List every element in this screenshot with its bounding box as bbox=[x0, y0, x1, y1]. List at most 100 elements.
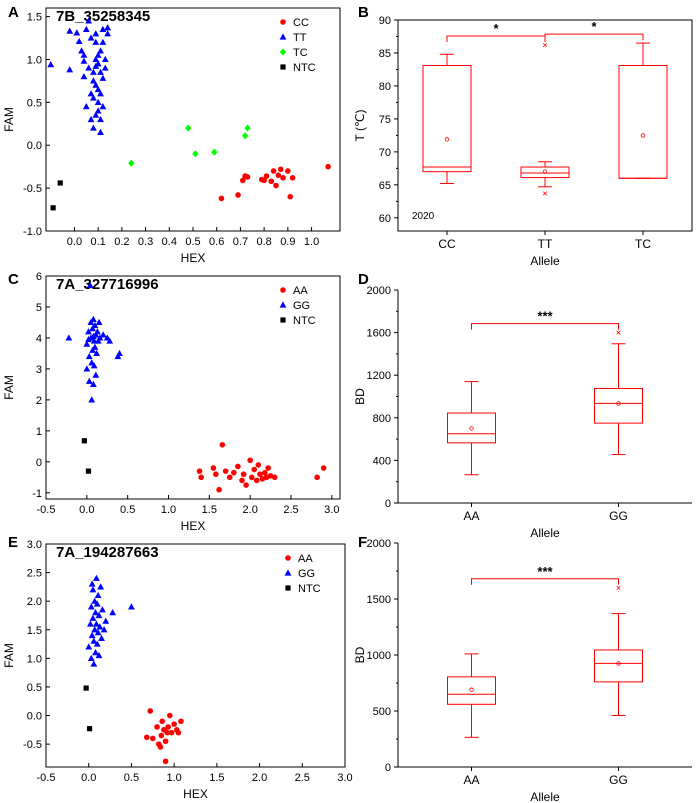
y-tick-label: 85 bbox=[379, 48, 391, 60]
significance-label: * bbox=[493, 21, 499, 36]
y-axis-label: T (℃) bbox=[353, 110, 367, 142]
data-point bbox=[154, 724, 160, 730]
data-point bbox=[86, 281, 94, 288]
y-tick-label: 3.0 bbox=[27, 539, 42, 551]
legend-marker bbox=[279, 48, 287, 56]
data-point bbox=[270, 168, 277, 174]
data-point bbox=[265, 465, 271, 471]
data-point bbox=[99, 331, 107, 338]
data-point bbox=[90, 362, 98, 369]
legend-label: GG bbox=[293, 300, 310, 312]
mean-marker bbox=[616, 401, 621, 406]
data-point bbox=[87, 115, 95, 123]
y-tick-label: 800 bbox=[373, 413, 391, 425]
data-point bbox=[171, 721, 177, 727]
box bbox=[594, 388, 643, 424]
data-point bbox=[99, 74, 107, 81]
y-tick-label: 5 bbox=[36, 302, 42, 314]
significance-bracket bbox=[471, 323, 619, 330]
x-tick-label: 0.0 bbox=[79, 504, 94, 516]
data-point bbox=[263, 173, 270, 179]
data-point bbox=[87, 603, 95, 610]
y-tick-label: 75 bbox=[379, 114, 391, 126]
data-point bbox=[97, 115, 104, 123]
data-point bbox=[239, 477, 245, 484]
data-point bbox=[94, 629, 102, 636]
y-axis-label: BD bbox=[353, 388, 367, 405]
data-point bbox=[95, 611, 103, 619]
data-point bbox=[128, 159, 135, 167]
y-tick-label: 80 bbox=[379, 81, 391, 93]
significance-label: *** bbox=[537, 564, 553, 579]
data-point bbox=[92, 649, 99, 656]
data-point bbox=[277, 166, 284, 173]
outlier-marker bbox=[616, 585, 621, 590]
x-tick-label: 0.2 bbox=[114, 236, 129, 248]
data-point bbox=[85, 328, 92, 335]
chart-title: 7A_194287663 bbox=[56, 544, 159, 561]
data-point bbox=[262, 469, 268, 476]
data-point bbox=[92, 371, 100, 378]
x-axis-label: HEX bbox=[183, 787, 208, 801]
data-point bbox=[94, 51, 102, 58]
x-tick-label: 0.5 bbox=[120, 504, 135, 516]
data-point bbox=[167, 712, 173, 719]
data-point bbox=[149, 735, 156, 742]
y-tick-label: 1.0 bbox=[27, 54, 42, 66]
legend-label: CC bbox=[293, 17, 309, 29]
legend-label: GG bbox=[298, 568, 315, 580]
data-point bbox=[80, 57, 88, 64]
data-point bbox=[89, 315, 97, 322]
x-tick-label: 1.5 bbox=[202, 504, 217, 516]
x-tick-label: 0.0 bbox=[67, 236, 82, 248]
data-point bbox=[314, 474, 320, 481]
data-point bbox=[268, 178, 275, 185]
data-point bbox=[162, 738, 169, 745]
legend-marker bbox=[279, 301, 287, 308]
data-point bbox=[73, 29, 81, 36]
data-point bbox=[211, 148, 218, 156]
data-point bbox=[94, 85, 102, 93]
data-point bbox=[95, 651, 103, 659]
legend-marker bbox=[285, 585, 291, 591]
x-tick-label: AA bbox=[463, 509, 479, 523]
data-point bbox=[93, 640, 101, 647]
data-point bbox=[242, 173, 248, 179]
data-point bbox=[235, 192, 241, 198]
data-point bbox=[287, 193, 294, 200]
x-tick-label: 0.5 bbox=[124, 772, 139, 784]
data-point bbox=[273, 182, 279, 189]
legend-marker bbox=[285, 555, 291, 561]
x-tick-label: 2.0 bbox=[243, 504, 258, 516]
x-tick-label: 2.5 bbox=[283, 504, 298, 516]
data-point bbox=[47, 61, 55, 68]
data-point bbox=[249, 474, 255, 481]
data-point bbox=[65, 334, 73, 341]
data-point bbox=[210, 465, 217, 471]
data-point bbox=[80, 51, 88, 58]
data-point bbox=[90, 77, 97, 84]
data-point bbox=[198, 474, 204, 481]
y-tick-label: -1 bbox=[32, 488, 42, 500]
y-tick-label: 70 bbox=[379, 147, 391, 159]
data-point bbox=[90, 124, 97, 131]
box bbox=[594, 649, 643, 683]
data-point bbox=[226, 474, 233, 481]
mean-marker bbox=[469, 426, 474, 431]
data-point bbox=[92, 111, 100, 118]
x-axis-label: Allele bbox=[530, 526, 560, 540]
x-tick-label: GG bbox=[609, 509, 628, 523]
box bbox=[447, 676, 496, 705]
data-point bbox=[101, 55, 109, 63]
y-tick-label: 0 bbox=[385, 498, 391, 510]
data-point bbox=[213, 471, 219, 478]
outlier-marker bbox=[616, 330, 621, 335]
data-point bbox=[89, 380, 97, 388]
y-tick-label: 90 bbox=[379, 15, 391, 27]
data-point bbox=[87, 654, 95, 661]
outlier-marker bbox=[542, 42, 548, 48]
x-tick-label: 0.8 bbox=[256, 236, 271, 248]
data-point bbox=[90, 660, 98, 667]
data-point bbox=[231, 469, 237, 476]
data-point bbox=[93, 600, 101, 607]
